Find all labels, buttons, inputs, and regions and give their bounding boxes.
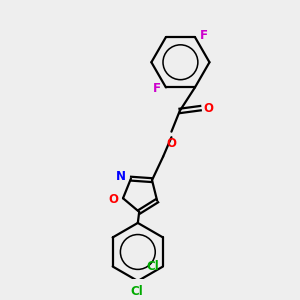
Text: Cl: Cl: [146, 260, 159, 273]
Text: F: F: [153, 82, 161, 95]
Text: F: F: [200, 29, 208, 42]
Text: Cl: Cl: [130, 285, 143, 298]
Text: O: O: [166, 137, 176, 150]
Text: N: N: [116, 170, 126, 183]
Text: O: O: [108, 193, 118, 206]
Text: O: O: [204, 102, 214, 115]
